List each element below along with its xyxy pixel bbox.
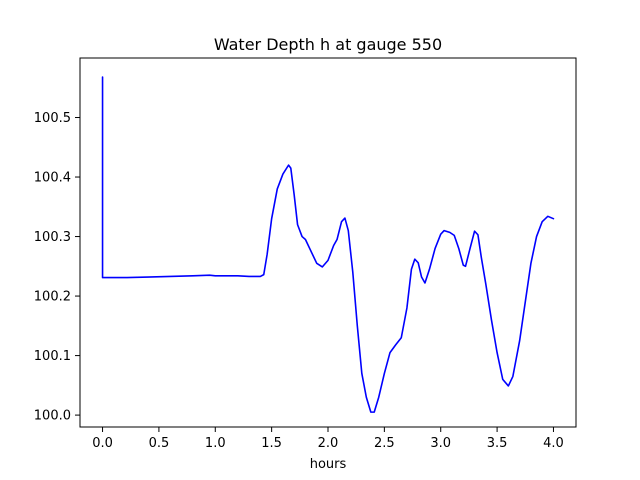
y-tick-label: 100.5: [34, 111, 71, 126]
x-tick-label: 0.0: [92, 436, 113, 451]
x-tick-label: 2.0: [318, 436, 339, 451]
x-axis-ticks: 0.0 0.5 1.0 1.5 2.0 2.5 3.0 3.5 4.0: [92, 427, 564, 451]
y-tick-label: 100.0: [34, 409, 71, 424]
x-tick-label: 1.0: [205, 436, 226, 451]
y-tick-label: 100.2: [34, 290, 71, 305]
y-axis-ticks: 100.0 100.1 100.2 100.3 100.4 100.5: [34, 111, 80, 424]
series-line-0: [101, 76, 555, 413]
y-tick-label: 100.4: [34, 171, 71, 186]
x-tick-label: 4.0: [543, 436, 564, 451]
x-tick-label: 3.5: [487, 436, 508, 451]
y-tick-label: 100.1: [34, 349, 71, 364]
x-tick-label: 3.0: [430, 436, 451, 451]
x-axis-label: hours: [310, 457, 347, 472]
x-tick-label: 0.5: [149, 436, 170, 451]
plot-frame: [79, 57, 577, 428]
series-layer: [101, 76, 555, 413]
x-tick-label: 1.5: [261, 436, 282, 451]
chart-title: Water Depth h at gauge 550: [214, 35, 442, 54]
x-tick-label: 2.5: [374, 436, 395, 451]
y-tick-label: 100.3: [34, 230, 71, 245]
